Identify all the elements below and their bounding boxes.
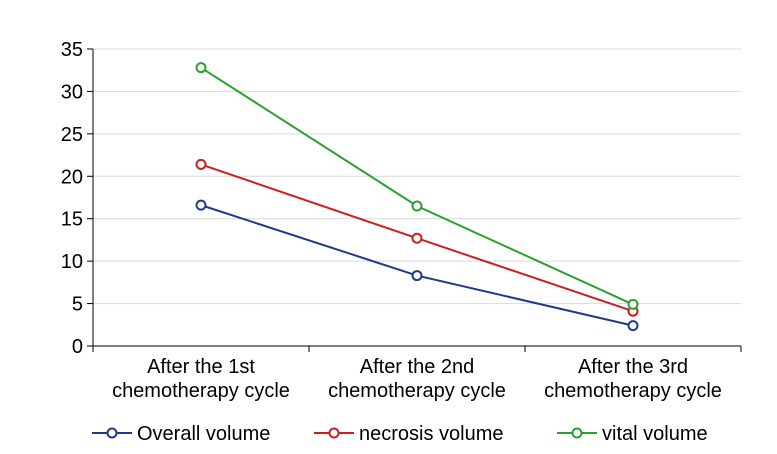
series-line — [200, 204, 634, 327]
legend-marker — [106, 427, 118, 439]
y-tick-label: 10 — [61, 251, 83, 273]
y-tick-label: 25 — [61, 124, 83, 146]
y-tick-label: 30 — [61, 81, 83, 103]
y-tick-label: 20 — [61, 166, 83, 188]
data-point — [627, 320, 639, 332]
legend-item: vital volume — [557, 423, 708, 445]
y-axis-ticks: 0 5 10 15 20 25 30 35 — [61, 39, 93, 358]
legend-label: necrosis volume — [359, 423, 504, 445]
x-tick-label: After the 3rd chemotherapy cycle — [544, 356, 722, 402]
series-necrosis-volume — [195, 158, 639, 317]
axes — [92, 49, 741, 347]
series-vital-volume — [195, 62, 639, 310]
data-point — [411, 200, 423, 212]
legend-item: necrosis volume — [314, 423, 504, 445]
legend-label: vital volume — [602, 423, 708, 445]
y-tick-label: 5 — [72, 294, 83, 316]
legend-item: Overall volume — [92, 423, 270, 445]
legend-marker — [571, 427, 583, 439]
legend-marker — [328, 427, 340, 439]
y-tick-label: 0 — [72, 336, 83, 358]
data-point — [195, 158, 207, 170]
x-tick-label: After the 2nd chemotherapy cycle — [328, 356, 506, 402]
series-group — [195, 62, 639, 332]
data-point — [195, 62, 207, 74]
data-point — [627, 298, 639, 310]
series-overall-volume — [195, 199, 639, 332]
y-tick-label: 15 — [61, 209, 83, 231]
data-point — [411, 270, 423, 282]
data-point — [195, 199, 207, 211]
x-axis-ticks: After the 1st chemotherapy cycle After the… — [92, 346, 742, 402]
gridlines — [93, 48, 741, 305]
y-tick-label: 35 — [61, 39, 83, 61]
data-point — [411, 232, 423, 244]
x-tick-label: After the 1st chemotherapy cycle — [112, 356, 290, 402]
legend: Overall volume necrosis volume vital volum… — [92, 423, 708, 445]
legend-label: Overall volume — [137, 423, 270, 445]
